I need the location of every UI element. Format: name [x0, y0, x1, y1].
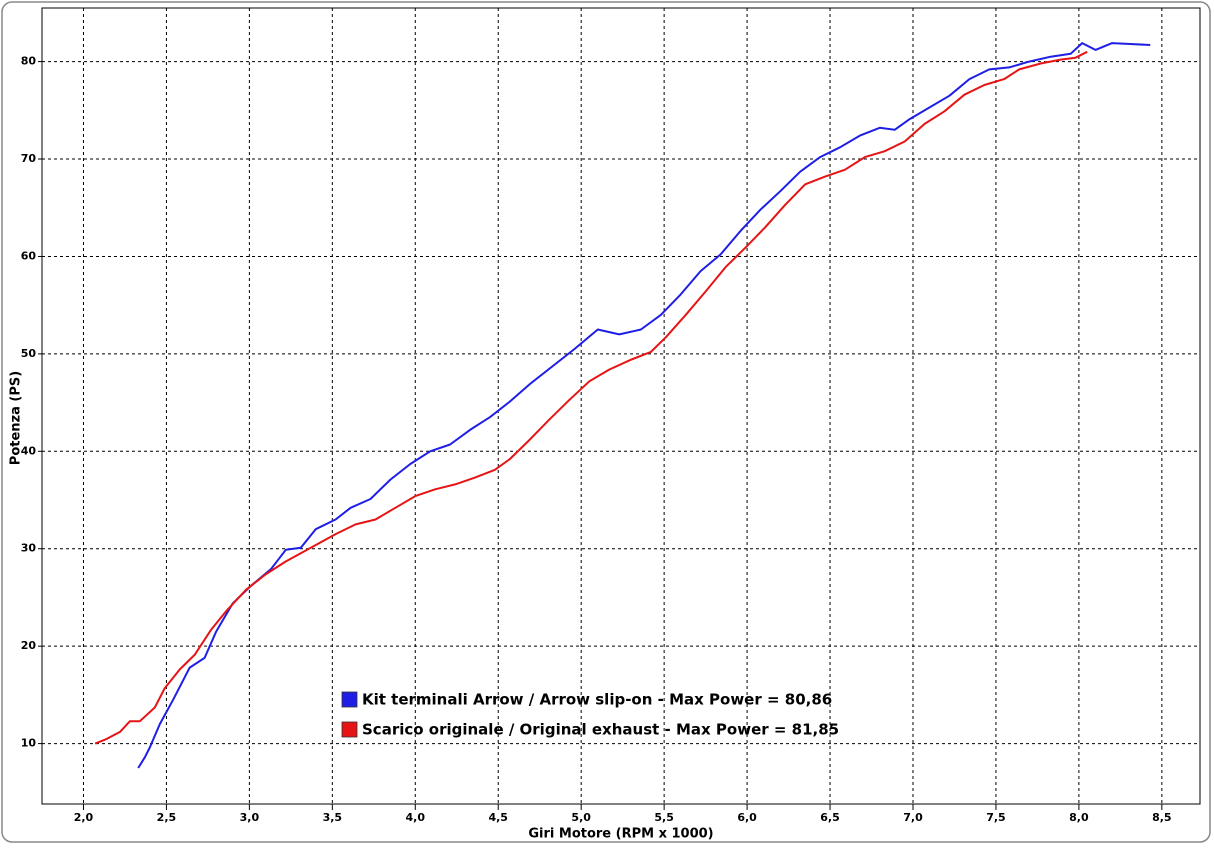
x-tick-label: 6,5 — [820, 811, 840, 824]
y-tick-label: 20 — [21, 639, 37, 652]
x-tick-label: 8,0 — [1069, 811, 1089, 824]
y-axis-label: Potenza (PS) — [9, 371, 24, 465]
x-tick-label: 2,0 — [74, 811, 94, 824]
x-tick-label: 3,5 — [323, 811, 343, 824]
y-tick-label: 60 — [21, 249, 37, 262]
plot-area — [41, 7, 1201, 805]
y-tick-label: 50 — [21, 347, 37, 360]
series-line — [94, 50, 1088, 745]
x-tick-label: 5,0 — [571, 811, 591, 824]
legend-swatch — [341, 721, 358, 738]
x-tick-label: 6,0 — [737, 811, 757, 824]
x-tick-label: 7,5 — [986, 811, 1006, 824]
x-tick-label: 4,0 — [406, 811, 426, 824]
x-tick-label: 3,0 — [240, 811, 260, 824]
y-tick-label: 80 — [21, 55, 37, 68]
y-tick-label: 70 — [21, 152, 37, 165]
x-tick-label: 5,5 — [654, 811, 674, 824]
y-tick-label: 40 — [21, 444, 37, 457]
legend-label: Kit terminali Arrow / Arrow slip-on - Ma… — [362, 691, 832, 709]
x-tick-label: 4,5 — [488, 811, 508, 824]
y-tick-label: 10 — [21, 737, 37, 750]
legend-label: Scarico originale / Original exhaust - M… — [362, 721, 839, 739]
x-axis-label: Giri Motore (RPM x 1000) — [528, 827, 713, 842]
x-tick-label: 8,5 — [1152, 811, 1172, 824]
legend-swatch — [341, 691, 358, 708]
x-tick-label: 2,5 — [157, 811, 177, 824]
x-tick-label: 7,0 — [903, 811, 923, 824]
y-tick-label: 30 — [21, 542, 37, 555]
